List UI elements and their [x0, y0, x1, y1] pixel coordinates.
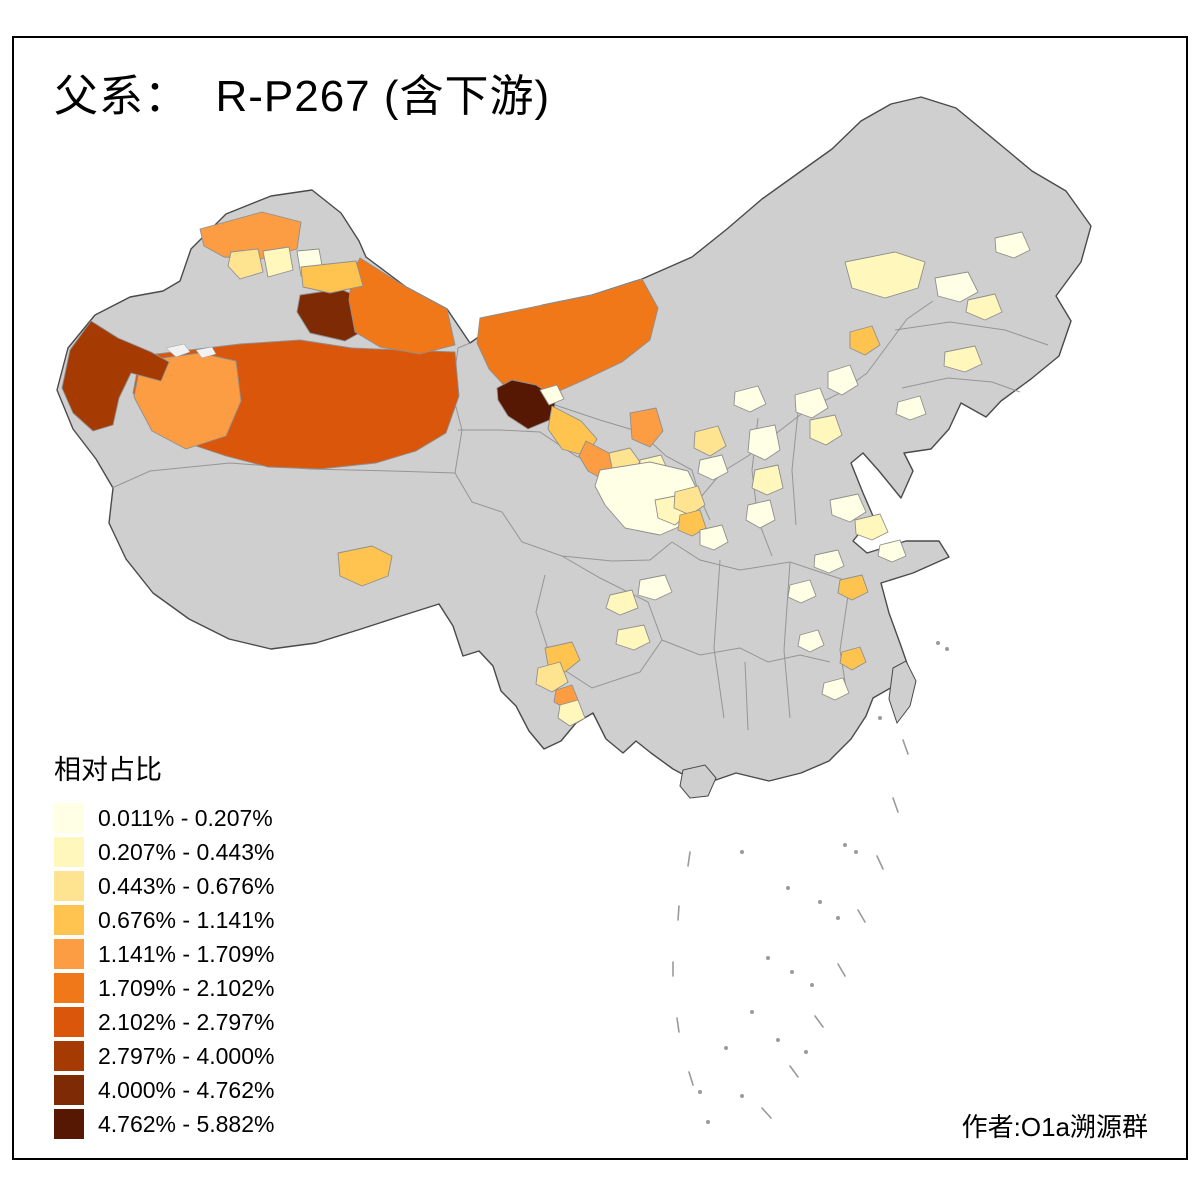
legend-row: 0.676% - 1.141% [54, 903, 274, 937]
legend-row: 2.102% - 2.797% [54, 1005, 274, 1039]
region-chengdu [615, 624, 651, 651]
legend-row: 1.141% - 1.709% [54, 937, 274, 971]
legend-row: 0.011% - 0.207% [54, 801, 274, 835]
legend-row: 0.443% - 0.676% [54, 869, 274, 903]
legend-label: 2.797% - 4.000% [98, 1043, 275, 1069]
legend-swatch [54, 1007, 84, 1037]
legend-label: 4.762% - 5.882% [98, 1111, 275, 1137]
legend-swatch [54, 837, 84, 867]
region-beijing [809, 414, 843, 446]
region-guangdong-mid [839, 646, 867, 671]
legend-label: 0.676% - 1.141% [98, 907, 275, 933]
colored-regions [61, 211, 1031, 727]
region-gannan [637, 574, 673, 601]
region-nagqu [337, 545, 393, 587]
legend-row: 1.709% - 2.102% [54, 971, 274, 1005]
legend-title: 相对占比 [54, 755, 162, 785]
region-anhui [787, 579, 817, 604]
lake-1 [165, 343, 191, 358]
author-credit: 作者:O1a溯源群 [961, 1112, 1148, 1142]
region-corridor-cream [539, 384, 565, 406]
legend-label: 0.011% - 0.207% [98, 805, 273, 831]
region-yunnan-2 [535, 661, 569, 693]
region-fujian-coast [821, 677, 850, 701]
region-alxa [629, 407, 664, 448]
legend-label: 1.709% - 2.102% [98, 975, 275, 1001]
region-zhangjiakou [827, 364, 859, 396]
taiwan-island [888, 660, 917, 725]
legend-swatch [54, 1041, 84, 1071]
legend-swatch [54, 871, 84, 901]
region-songyuan [943, 345, 983, 373]
region-emin [227, 248, 264, 280]
legend-label: 2.102% - 2.797% [98, 1009, 275, 1035]
legend-swatch [54, 1075, 84, 1105]
hainan-island [679, 764, 717, 799]
province-borders [111, 300, 1049, 731]
region-kashgar [61, 320, 170, 432]
sea-islands [698, 641, 949, 1124]
region-shanxi-mid [751, 464, 784, 496]
legend-row: 4.762% - 5.882% [54, 1107, 274, 1141]
plot-title: 父系： R-P267 (含下游) [54, 72, 551, 121]
legend-label: 0.207% - 0.443% [98, 839, 275, 865]
region-shandong-east [877, 539, 907, 563]
region-mohe [994, 231, 1031, 259]
region-hanzhong [699, 524, 729, 551]
legend-swatch [54, 973, 84, 1003]
legend-row: 4.000% - 4.762% [54, 1073, 274, 1107]
legend-swatch [54, 1109, 84, 1139]
region-tianshui [677, 509, 707, 537]
region-north-strip [300, 260, 364, 294]
legend-label: 1.141% - 1.709% [98, 941, 275, 967]
region-shanxi-north [747, 424, 781, 461]
region-ningxia-north [693, 425, 727, 457]
region-shanxi-south [745, 499, 776, 529]
region-shaanxi-south [673, 485, 706, 516]
legend-swatch [54, 803, 84, 833]
region-hegang [965, 293, 1003, 321]
lake-2 [195, 346, 217, 359]
region-hulunbuir [844, 251, 926, 299]
legend-row: 2.797% - 4.000% [54, 1039, 274, 1073]
region-shihezi [262, 246, 294, 278]
legend-label: 4.000% - 4.762% [98, 1077, 275, 1103]
region-ordos [733, 385, 767, 413]
region-liaoning [895, 395, 927, 421]
legend-row: 0.207% - 0.443% [54, 835, 274, 869]
islands [679, 660, 917, 799]
region-yunnan-4 [557, 699, 586, 727]
region-aba [605, 589, 639, 616]
region-chifeng [849, 325, 881, 356]
region-jiangxi [797, 629, 825, 653]
legend-swatch [54, 939, 84, 969]
region-shandong-mid [854, 513, 889, 541]
region-hebei-north [794, 387, 829, 419]
legend-swatch [54, 905, 84, 935]
region-shandong-west [829, 493, 867, 523]
region-ningxia-south [697, 454, 729, 481]
legend: 相对占比 0.011% - 0.207% 0.207% - 0.443% 0.4… [54, 748, 274, 1141]
legend-label: 0.443% - 0.676% [98, 873, 275, 899]
lakes [165, 343, 217, 359]
region-wenzhou [837, 574, 869, 601]
region-jiuquan [476, 278, 659, 397]
region-heihe [934, 271, 979, 303]
nine-dash-line [672, 739, 909, 1119]
region-hubei-east [813, 549, 845, 574]
